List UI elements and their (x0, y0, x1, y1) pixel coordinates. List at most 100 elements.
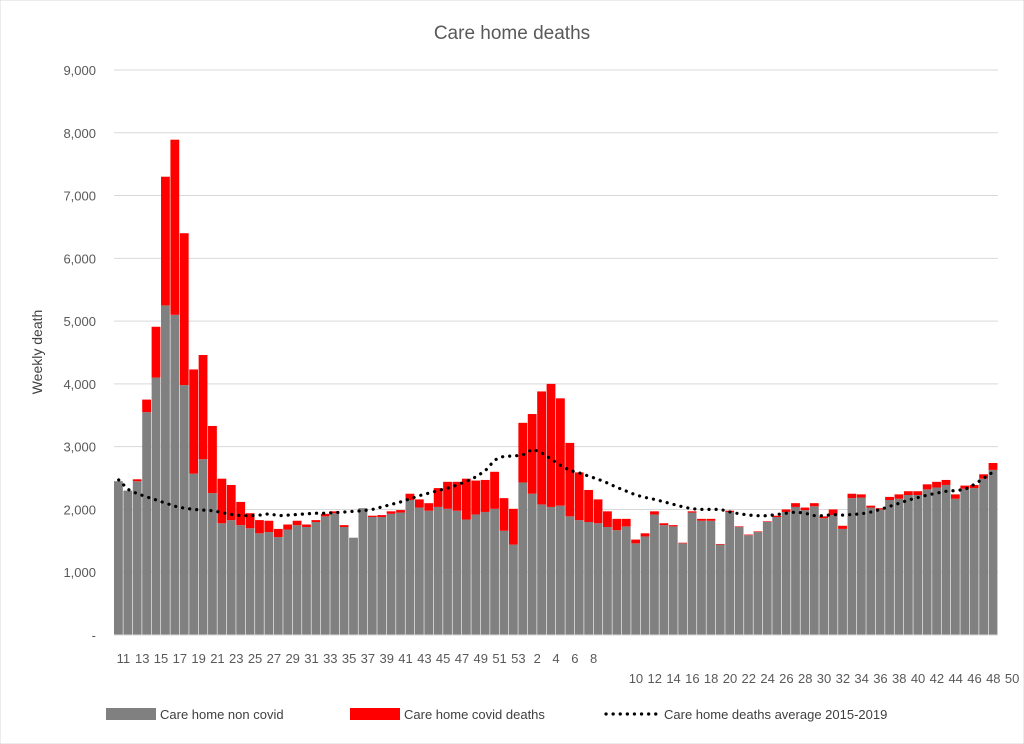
bar-covid (302, 524, 311, 528)
bar-covid (236, 501, 246, 526)
bar-covid (715, 543, 725, 545)
x-tick-label: 29 (285, 651, 299, 666)
bar-non-covid (687, 512, 697, 635)
x-tick-label: 48 (986, 671, 1000, 686)
x-tick-label: 30 (817, 671, 831, 686)
bar-covid (856, 494, 866, 498)
bar-covid (198, 355, 208, 460)
bar-non-covid (208, 493, 217, 635)
bar-non-covid (584, 522, 594, 635)
x-tick-label: 24 (760, 671, 774, 686)
bar-non-covid (668, 526, 678, 635)
bar-non-covid (734, 527, 744, 635)
x-tick-label: 36 (873, 671, 887, 686)
bar-non-covid (875, 509, 885, 635)
x-tick-label: 22 (742, 671, 756, 686)
bar-covid (659, 523, 669, 526)
bar-covid (208, 425, 217, 494)
bar-non-covid (151, 377, 161, 635)
x-tick-label: 17 (173, 651, 187, 666)
bar-covid (405, 493, 415, 501)
bar-covid (913, 491, 923, 496)
bar-covid (508, 508, 518, 545)
x-tick-label: 28 (798, 671, 812, 686)
bar-non-covid (396, 512, 405, 635)
bar-non-covid (499, 530, 509, 635)
x-tick-label: 19 (191, 651, 205, 666)
bar-non-covid (809, 506, 819, 635)
bar-covid (556, 398, 565, 506)
bar-covid (584, 489, 594, 522)
bar-covid (950, 494, 960, 499)
bar-non-covid (490, 508, 499, 635)
x-tick-label: 16 (685, 671, 699, 686)
bar-covid (932, 481, 941, 488)
bar-covid (565, 442, 575, 517)
bar-non-covid (828, 515, 838, 635)
bar-non-covid (245, 528, 255, 635)
legend-label-covid: Care home covid deaths (404, 707, 545, 722)
bar-non-covid (273, 537, 283, 635)
bar-covid (189, 369, 199, 474)
bar-non-covid (320, 516, 330, 635)
x-tick-label: 51 (492, 651, 506, 666)
bar-covid (894, 494, 904, 499)
bar-covid (744, 534, 753, 536)
bar-non-covid (838, 528, 847, 635)
bar-covid (678, 542, 688, 544)
bar-covid (377, 515, 387, 517)
bar-non-covid (603, 527, 612, 635)
bar-non-covid (781, 511, 791, 635)
y-axis: - 1,000 2,000 3,000 4,000 5,000 6,000 7,000 8,00… (63, 63, 96, 643)
x-tick-label: 41 (398, 651, 412, 666)
bar-covid (480, 479, 490, 512)
bar-covid (255, 520, 264, 534)
bar-covid (226, 484, 236, 521)
bar-covid (461, 478, 471, 520)
bar-covid (621, 518, 631, 527)
bar-covid (819, 516, 829, 519)
x-tick-label: 44 (948, 671, 962, 686)
bar-non-covid (960, 488, 970, 635)
bar-non-covid (123, 490, 133, 635)
bar-non-covid (725, 511, 735, 635)
bar-non-covid (537, 504, 546, 635)
bar-non-covid (132, 481, 142, 635)
bar-covid (499, 498, 509, 531)
bar-non-covid (922, 489, 932, 635)
bar-non-covid (330, 513, 340, 635)
bar-non-covid (979, 478, 988, 635)
x-tick-label: 37 (361, 651, 375, 666)
bar-covid (367, 515, 377, 517)
x-tick-label: 26 (779, 671, 793, 686)
bar-non-covid (377, 516, 387, 635)
bar-covid (706, 518, 716, 521)
bar-covid (311, 520, 321, 522)
bar-non-covid (762, 522, 772, 635)
bar-non-covid (950, 498, 960, 635)
y-tick-label: 3,000 (63, 440, 96, 455)
bar-non-covid (386, 513, 396, 635)
bar-covid (546, 383, 556, 507)
bar-non-covid (349, 537, 358, 635)
bar-non-covid (744, 535, 753, 635)
bar-non-covid (527, 493, 537, 635)
bar-covid (292, 520, 302, 526)
bar-non-covid (715, 544, 725, 635)
bar-covid (537, 391, 546, 505)
bar-non-covid (461, 519, 471, 635)
x-tick-label: 45 (436, 651, 450, 666)
bar-covid (396, 510, 405, 513)
bar-non-covid (189, 473, 199, 635)
bar-covid (245, 513, 255, 529)
y-tick-label: 6,000 (63, 251, 96, 266)
bar-covid (838, 525, 847, 529)
bar-non-covid (217, 523, 227, 635)
bar-covid (330, 511, 340, 514)
bar-non-covid (255, 533, 264, 635)
bar-covid (988, 462, 998, 470)
bar-non-covid (302, 527, 311, 635)
bar-non-covid (358, 508, 368, 635)
bar-non-covid (161, 305, 170, 635)
